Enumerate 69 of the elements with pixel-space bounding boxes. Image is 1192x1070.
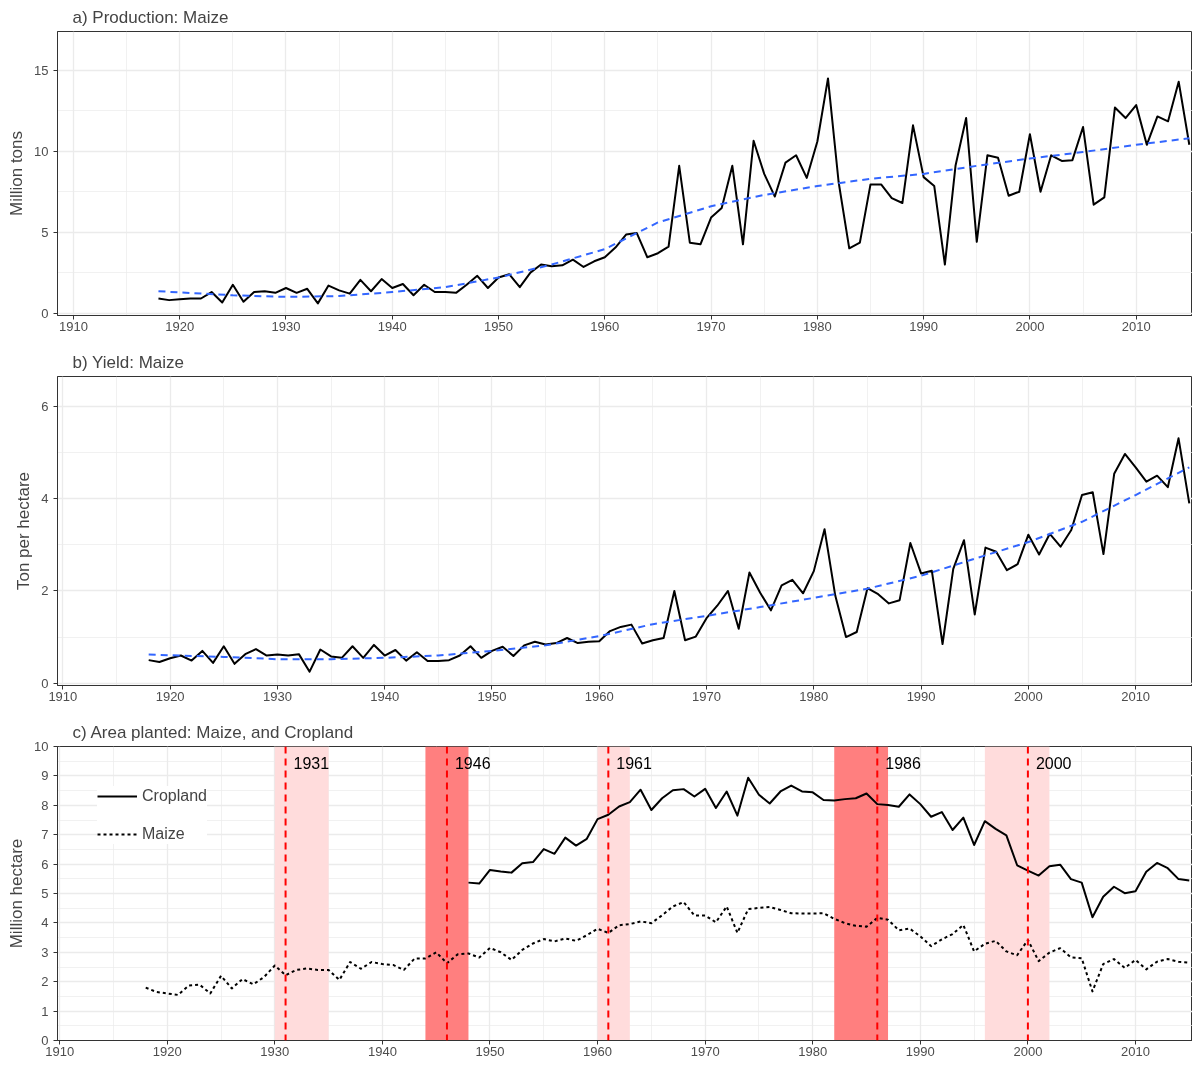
- y-tick-label: 4: [41, 915, 49, 931]
- x-tick-label: 1990: [905, 1043, 935, 1059]
- x-tick-label: 1990: [906, 688, 936, 704]
- ref-line-label: 1946: [454, 754, 491, 772]
- x-tick-label: 1940: [370, 688, 400, 704]
- y-tick-label: 1: [41, 1003, 49, 1019]
- y-tick-label: 4: [41, 491, 49, 507]
- y-tick-label: 0: [41, 675, 49, 691]
- x-tick-label: 1940: [377, 318, 407, 334]
- y-tick-label: 7: [41, 827, 49, 843]
- x-tick-label: 2010: [1121, 688, 1151, 704]
- x-tick-label: 1960: [590, 318, 620, 334]
- x-tick-label: 2000: [1015, 318, 1045, 334]
- line-series: [467, 776, 1191, 919]
- chart-title: a) Production: Maize: [72, 7, 229, 27]
- y-tick-label: 10: [34, 739, 49, 754]
- y-tick-label: 0: [41, 1033, 49, 1048]
- legend-label: Cropland: [142, 787, 207, 805]
- y-tick-label: 2: [41, 583, 49, 599]
- line-series: [147, 466, 1191, 661]
- y-tick-label: 2: [41, 974, 49, 990]
- x-tick-label: 1930: [271, 318, 301, 334]
- y-tick-label: 0: [41, 305, 49, 321]
- x-tick-label: 2000: [1013, 688, 1043, 704]
- x-tick-label: 2010: [1121, 318, 1151, 334]
- ref-line-label: 1986: [885, 754, 921, 772]
- x-tick-label: 1980: [798, 1043, 828, 1059]
- x-tick-label: 1980: [802, 318, 832, 334]
- x-tick-label: 1920: [165, 318, 195, 334]
- y-tick-label: 5: [41, 886, 49, 901]
- x-tick-label: 1960: [584, 688, 614, 704]
- x-tick-label: 1910: [58, 318, 88, 334]
- x-tick-label: 1930: [262, 688, 292, 704]
- x-tick-label: 2000: [1013, 1043, 1043, 1059]
- x-tick-label: 1920: [155, 688, 185, 704]
- y-tick-label: 15: [34, 62, 49, 78]
- y-tick-label: 3: [41, 944, 49, 960]
- x-tick-label: 1970: [692, 688, 721, 704]
- line-series: [147, 437, 1191, 673]
- y-tick-label: 10: [34, 143, 49, 159]
- y-tick-label: 8: [41, 797, 49, 813]
- x-tick-label: 1920: [152, 1043, 182, 1059]
- legend-label: Maize: [142, 825, 185, 843]
- chart-title: b) Yield: Maize: [72, 352, 184, 372]
- line-series: [157, 77, 1191, 305]
- x-tick-label: 1980: [799, 688, 829, 704]
- x-tick-label: 1910: [48, 688, 78, 704]
- chart-title: c) Area planted: Maize, and Cropland: [72, 722, 354, 742]
- ref-line-label: 2000: [1035, 754, 1072, 772]
- ref-line-label: 1931: [293, 754, 330, 772]
- y-tick-label: 5: [41, 224, 49, 240]
- line-series: [157, 137, 1191, 298]
- x-tick-label: 1970: [690, 1043, 720, 1059]
- y-axis-title: Million hectare: [7, 838, 27, 949]
- x-tick-label: 1960: [583, 1043, 613, 1059]
- x-tick-label: 1940: [367, 1043, 397, 1059]
- x-tick-label: 1950: [477, 688, 507, 704]
- y-tick-label: 6: [41, 856, 49, 872]
- y-axis-title: Million tons: [7, 130, 27, 217]
- x-tick-label: 1930: [260, 1043, 290, 1059]
- x-tick-label: 1950: [475, 1043, 505, 1059]
- y-tick-label: 6: [41, 398, 49, 414]
- y-axis-title: Ton per hectare: [14, 471, 34, 591]
- y-tick-label: 9: [41, 768, 49, 784]
- x-tick-label: 1990: [909, 318, 939, 334]
- x-tick-label: 1970: [696, 318, 726, 334]
- x-tick-label: 2010: [1121, 1043, 1150, 1059]
- ref-line-label: 1961: [616, 754, 653, 772]
- x-tick-label: 1950: [484, 318, 513, 334]
